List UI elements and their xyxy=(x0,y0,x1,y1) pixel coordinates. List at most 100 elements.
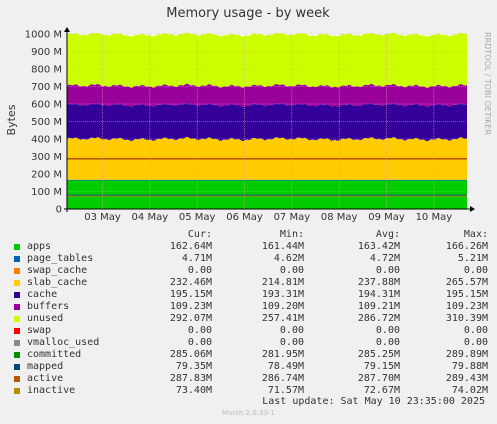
x-axis-ticks: 03 May 04 May 05 May 06 May 07 May 08 May 09 M… xyxy=(84,212,452,223)
legend-name: slab_cache xyxy=(27,277,88,288)
legend-row-committed: committed 285.06M 281.95M 285.25M 289.89M xyxy=(12,349,488,361)
legend-swatch xyxy=(14,328,20,334)
y-axis-ticks: 0 100 M 200 M 300 M 400 M 500 M 600 M 700 M 800 … xyxy=(25,30,62,216)
legend-avg: 194.31M xyxy=(357,289,400,300)
legend-swatch xyxy=(14,376,20,382)
y-tick-label: 800 M xyxy=(31,65,62,76)
legend-swatch xyxy=(14,256,20,262)
legend-max: 5.21M xyxy=(457,253,488,264)
x-tick-label: 09 May xyxy=(368,212,405,223)
legend-name: unused xyxy=(27,313,64,324)
stacked-areas xyxy=(67,32,467,209)
y-tick-label: 200 M xyxy=(31,170,62,181)
legend-cur: 162.64M xyxy=(169,241,212,252)
area-unused xyxy=(67,32,467,88)
legend-cur: 73.40M xyxy=(175,385,212,396)
legend-col-min: Min: xyxy=(279,229,304,240)
legend-swatch xyxy=(14,304,20,310)
legend-max: 109.23M xyxy=(445,301,488,312)
legend-cur: 79.35M xyxy=(175,361,212,372)
line-series xyxy=(67,158,467,197)
legend-name: swap_cache xyxy=(27,265,88,276)
legend-max: 0.00 xyxy=(463,337,488,348)
legend-avg: 79.15M xyxy=(363,361,400,372)
x-tick-label: 10 May xyxy=(416,212,453,223)
y-tick-label: 100 M xyxy=(31,187,62,198)
legend-row-inactive: inactive 73.40M 71.57M 72.67M 74.02M xyxy=(12,385,488,397)
legend-row-unused: unused 292.07M 257.41M 286.72M 310.39M xyxy=(12,313,488,325)
legend-row-cache: cache 195.15M 193.31M 194.31M 195.15M xyxy=(12,289,488,301)
legend-swatch xyxy=(14,316,20,322)
legend-cur: 232.46M xyxy=(169,277,212,288)
legend-row-active: active 287.83M 286.74M 287.70M 289.43M xyxy=(12,373,488,385)
legend-max: 310.39M xyxy=(445,313,488,324)
legend-swatch xyxy=(14,352,20,358)
legend-cur: 285.06M xyxy=(169,349,212,360)
legend-avg: 0.00 xyxy=(375,325,400,336)
munin-version: Munin 2.0.33-1 xyxy=(222,409,275,417)
y-tick-label: 400 M xyxy=(31,135,62,146)
legend-name: cache xyxy=(27,289,58,300)
legend-avg: 163.42M xyxy=(357,241,400,252)
legend-name: buffers xyxy=(27,301,70,312)
legend-row-page_tables: page_tables 4.71M 4.62M 4.72M 5.21M xyxy=(12,253,488,265)
y-axis-label: Bytes xyxy=(5,104,18,135)
legend-row-slab_cache: slab_cache 232.46M 214.81M 237.88M 265.57M xyxy=(12,277,488,289)
legend-avg: 0.00 xyxy=(375,337,400,348)
legend-max: 0.00 xyxy=(463,325,488,336)
legend-row-buffers: buffers 109.23M 109.20M 109.21M 109.23M xyxy=(12,301,488,313)
legend-min: 0.00 xyxy=(279,265,304,276)
legend-cur: 0.00 xyxy=(187,265,212,276)
legend-col-cur: Cur: xyxy=(187,229,212,240)
legend-cur: 109.23M xyxy=(169,301,212,312)
legend-row-mapped: mapped 79.35M 78.49M 79.15M 79.88M xyxy=(12,361,488,373)
legend-swatch xyxy=(14,244,20,250)
last-update: Last update: Sat May 10 23:35:00 2025 xyxy=(262,396,485,407)
x-tick-label: 07 May xyxy=(274,212,311,223)
legend-swatch xyxy=(14,340,20,346)
legend-min: 4.62M xyxy=(273,253,304,264)
y-tick-label: 600 M xyxy=(31,100,62,111)
x-axis-arrow xyxy=(470,206,475,212)
legend-avg: 286.72M xyxy=(357,313,400,324)
legend-min: 257.41M xyxy=(261,313,304,324)
legend-min: 0.00 xyxy=(279,325,304,336)
legend-name: swap xyxy=(27,325,52,336)
legend-min: 161.44M xyxy=(261,241,304,252)
legend-max: 289.89M xyxy=(445,349,488,360)
legend-cur: 4.71M xyxy=(181,253,212,264)
legend-max: 265.57M xyxy=(445,277,488,288)
x-tick-label: 08 May xyxy=(321,212,358,223)
legend-name: page_tables xyxy=(27,253,94,264)
area-buffers xyxy=(67,83,467,108)
legend-name: committed xyxy=(27,349,82,360)
legend-min: 0.00 xyxy=(279,337,304,348)
legend-name: mapped xyxy=(27,361,64,372)
legend-col-avg: Avg: xyxy=(375,229,400,240)
legend-avg: 72.67M xyxy=(363,385,400,396)
legend-cur: 287.83M xyxy=(169,373,212,384)
chart-title: Memory usage - by week xyxy=(166,6,330,21)
y-axis-arrow xyxy=(64,27,70,32)
memory-chart: Memory usage - by week RRDTOOL / TOBI OE… xyxy=(5,6,492,223)
legend-row-swap: swap 0.00 0.00 0.00 0.00 xyxy=(12,325,488,337)
area-page_tables xyxy=(67,179,467,181)
legend-avg: 4.72M xyxy=(369,253,400,264)
legend-max: 166.26M xyxy=(445,241,488,252)
legend-swatch xyxy=(14,388,20,394)
legend-rows: apps 162.64M 161.44M 163.42M 166.26M page_tab… xyxy=(12,241,488,397)
legend-avg: 109.21M xyxy=(357,301,400,312)
x-tick-label: 04 May xyxy=(132,212,169,223)
x-tick-label: 03 May xyxy=(84,212,121,223)
legend-cur: 0.00 xyxy=(187,325,212,336)
legend-swatch xyxy=(14,364,20,370)
legend-name: active xyxy=(27,373,64,384)
legend: Cur: Min: Avg: Max: apps 162.64M 161.44M 16… xyxy=(12,229,488,397)
legend-col-max: Max: xyxy=(463,229,488,240)
grid xyxy=(67,33,467,209)
legend-name: inactive xyxy=(27,385,76,396)
legend-max: 289.43M xyxy=(445,373,488,384)
legend-swatch xyxy=(14,280,20,286)
legend-min: 78.49M xyxy=(267,361,304,372)
legend-name: apps xyxy=(27,241,52,252)
